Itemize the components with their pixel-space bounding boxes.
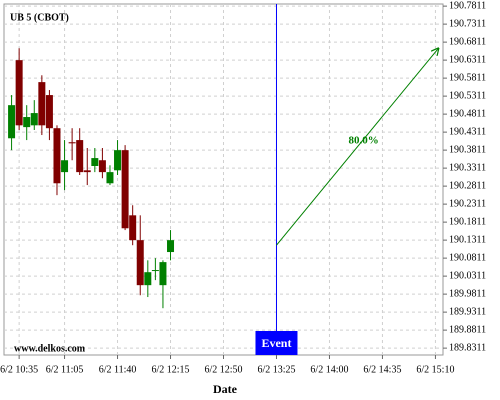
candle-body bbox=[15, 60, 23, 126]
y-tick-label: 190.6311 bbox=[449, 54, 486, 65]
x-tick-label: 6/2 14:35 bbox=[363, 364, 401, 375]
y-tick-label: 190.6811 bbox=[449, 36, 486, 47]
candle-body bbox=[91, 158, 99, 166]
y-tick-label: 190.2311 bbox=[449, 198, 486, 209]
candle-body bbox=[106, 172, 114, 184]
x-axis-label: Date bbox=[213, 382, 238, 396]
y-tick-label: 190.4811 bbox=[449, 108, 486, 119]
candle-body bbox=[83, 170, 91, 173]
candle-body bbox=[167, 240, 175, 253]
candle-body bbox=[30, 113, 38, 126]
y-tick-label: 190.1811 bbox=[449, 216, 486, 227]
y-tick-label: 189.8311 bbox=[449, 342, 486, 353]
x-tick-label: 6/2 15:10 bbox=[416, 364, 454, 375]
y-tick-label: 190.5811 bbox=[449, 72, 486, 83]
watermark: www.delkos.com bbox=[14, 343, 86, 354]
candle-body bbox=[23, 117, 31, 128]
y-tick-label: 190.1311 bbox=[449, 234, 486, 245]
y-tick-label: 190.5311 bbox=[449, 90, 486, 101]
candle-body bbox=[129, 215, 137, 241]
y-tick-label: 189.9311 bbox=[449, 306, 486, 317]
event-box bbox=[255, 331, 298, 355]
candle-body bbox=[159, 262, 167, 286]
candle-body bbox=[45, 95, 53, 129]
candle-body bbox=[121, 150, 129, 229]
y-tick-label: 190.0311 bbox=[449, 270, 486, 281]
x-tick-label: 6/2 11:05 bbox=[46, 364, 84, 375]
y-tick-label: 189.8811 bbox=[449, 324, 486, 335]
candle-body bbox=[76, 140, 84, 173]
y-tick-label: 190.3311 bbox=[449, 162, 486, 173]
candle-body bbox=[136, 240, 144, 286]
y-tick-label: 189.9811 bbox=[449, 288, 486, 299]
candle-body bbox=[144, 272, 152, 286]
candle-body bbox=[151, 270, 159, 272]
y-tick-label: 190.4311 bbox=[449, 126, 486, 137]
y-tick-label: 190.7811 bbox=[449, 0, 486, 11]
x-tick-label: 6/2 14:00 bbox=[310, 364, 348, 375]
candle-body bbox=[61, 160, 69, 173]
candle-body bbox=[98, 160, 106, 173]
event-label: Event bbox=[261, 336, 291, 350]
candle-body bbox=[53, 128, 61, 184]
x-tick-label: 6/2 10:35 bbox=[0, 364, 38, 375]
x-tick-label: 6/2 11:40 bbox=[99, 364, 137, 375]
x-tick-label: 6/2 12:15 bbox=[151, 364, 189, 375]
candle-body bbox=[114, 150, 122, 171]
arrow-label: 80.0% bbox=[349, 135, 379, 147]
x-tick-label: 6/2 12:50 bbox=[204, 364, 242, 375]
chart-title: UB 5 (CBOT) bbox=[10, 12, 69, 23]
y-tick-label: 190.3811 bbox=[449, 144, 486, 155]
candle-body bbox=[68, 142, 76, 144]
x-tick-label: 6/2 13:25 bbox=[257, 364, 295, 375]
projection-arrow bbox=[276, 48, 438, 246]
candle-body bbox=[8, 105, 16, 139]
y-tick-label: 190.7311 bbox=[449, 18, 486, 29]
candle-body bbox=[38, 82, 46, 126]
y-tick-label: 190.0811 bbox=[449, 252, 486, 263]
y-tick-label: 190.2811 bbox=[449, 180, 486, 191]
